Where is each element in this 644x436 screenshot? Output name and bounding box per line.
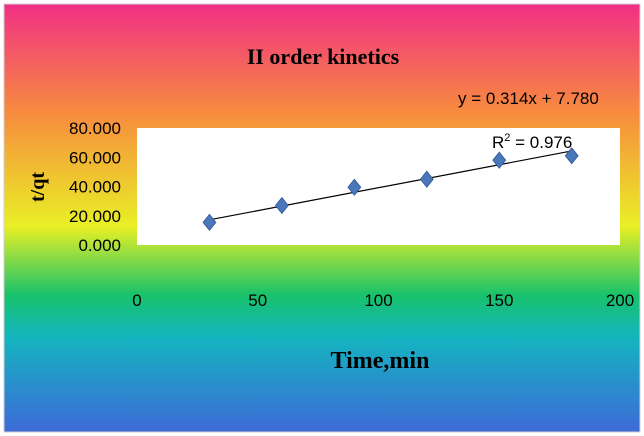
y-tick-label: 80.000: [69, 119, 121, 138]
x-tick-label: 50: [248, 291, 267, 310]
r-squared-superscript: 2: [504, 132, 510, 144]
y-tick-label: 0.000: [78, 236, 121, 255]
y-tick-label: 60.000: [69, 148, 121, 167]
r-squared-label: R2 = 0.976: [492, 132, 572, 152]
data-points: [202, 147, 579, 231]
plot-area: [137, 128, 620, 245]
equation-label: y = 0.314x + 7.780: [458, 89, 599, 108]
x-tick-label: 100: [364, 291, 392, 310]
data-point: [202, 213, 217, 231]
data-point: [492, 151, 507, 169]
x-tick-label: 200: [606, 291, 634, 310]
r-squared-prefix: R: [492, 133, 504, 152]
x-tick-label: 0: [132, 291, 141, 310]
data-point: [274, 196, 289, 215]
x-tick-labels: 0 50 100 150 200: [132, 291, 634, 310]
data-point: [347, 178, 362, 196]
y-tick-label: 20.000: [69, 207, 121, 226]
y-tick-labels: 0.000 20.000 40.000 60.000 80.000: [69, 119, 121, 255]
data-point: [419, 170, 434, 188]
x-tick-label: 150: [485, 291, 513, 310]
data-point: [564, 147, 579, 165]
y-tick-label: 40.000: [69, 178, 121, 197]
x-axis-label: Time,min: [331, 348, 430, 374]
y-axis-label: t/qt: [27, 172, 49, 202]
trendline: [209, 150, 572, 221]
chart-title: II order kinetics: [247, 44, 400, 69]
r-squared-value: = 0.976: [510, 133, 572, 152]
